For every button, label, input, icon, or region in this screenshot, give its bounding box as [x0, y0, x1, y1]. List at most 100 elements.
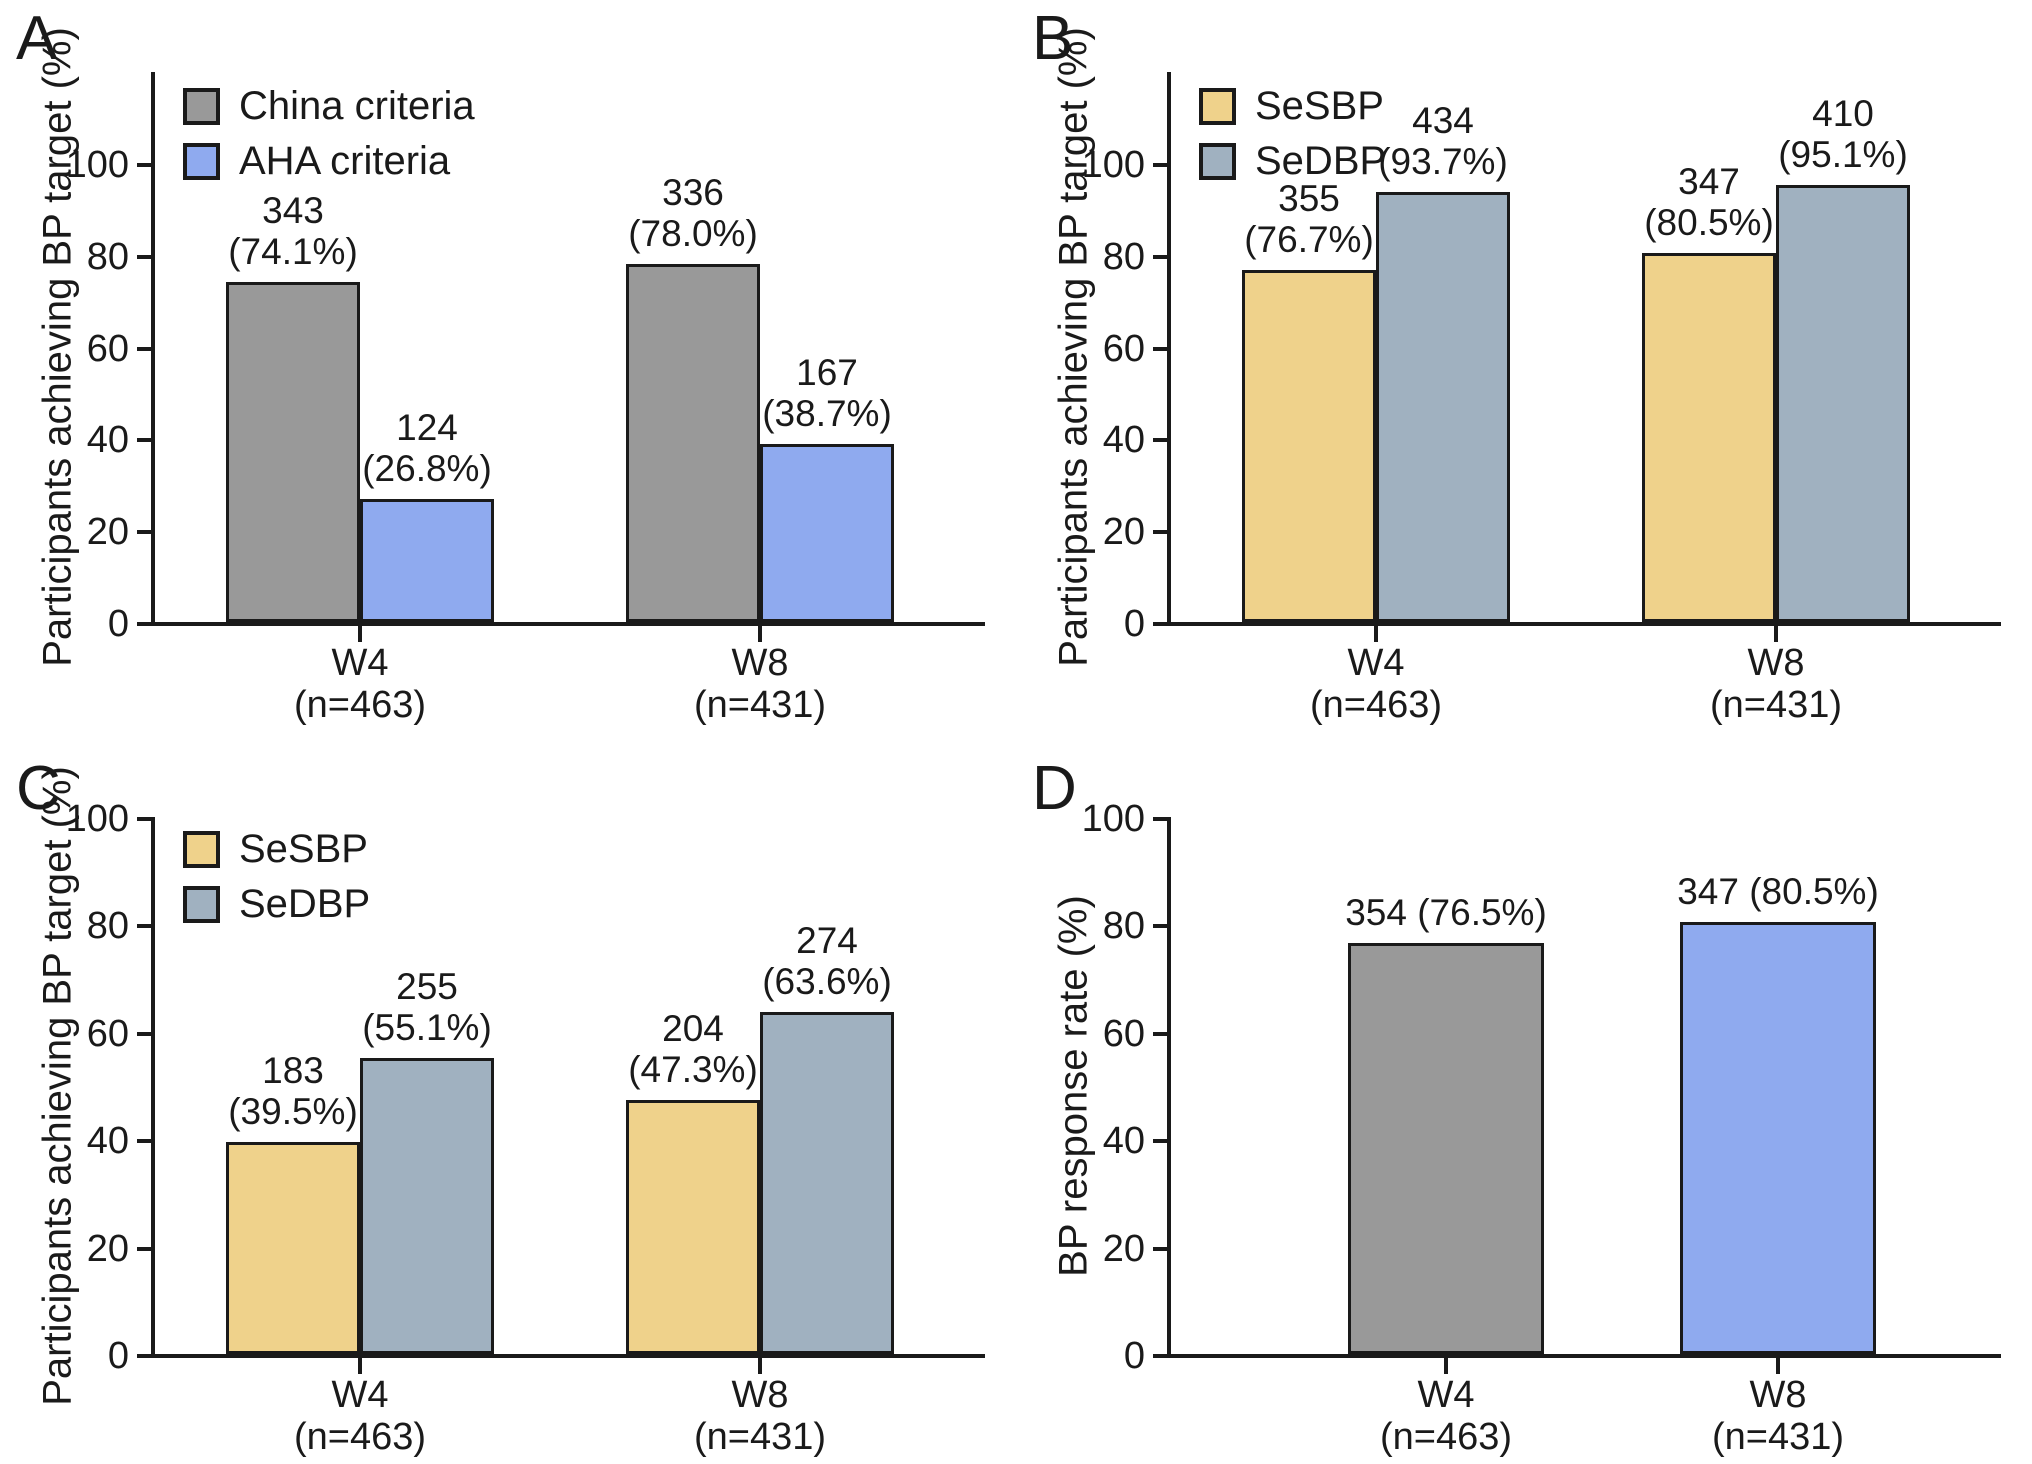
bar-value-line: 434: [1412, 100, 1474, 141]
panel-B: B Participants achieving BP target (%) 0 20…: [1016, 0, 2032, 732]
bar-value-line: (39.5%): [228, 1091, 358, 1132]
bar: [1376, 192, 1510, 622]
bar-value-line: 167: [796, 352, 858, 393]
y-tick: [1153, 530, 1167, 535]
y-tick: [137, 1246, 151, 1251]
bar-value-line: (78.0%): [628, 213, 758, 254]
x-tick: [1774, 626, 1778, 642]
bar-value-line: 336: [662, 172, 724, 213]
legend-label: China criteria: [239, 84, 475, 128]
bar-value-line: (76.7%): [1244, 219, 1374, 260]
y-tick-label: 100: [65, 798, 129, 840]
bar-value-line: 343: [262, 190, 324, 231]
x-category-line: W8: [731, 1374, 789, 1416]
x-category-line: (n=431): [1711, 1416, 1845, 1458]
bar-value-line: (93.7%): [1378, 141, 1508, 182]
legend-swatch: [1199, 142, 1236, 180]
y-tick: [1153, 1031, 1167, 1036]
y-tick: [1153, 1354, 1167, 1358]
bar-value-line: 274: [796, 920, 858, 961]
bar-value-label: 354 (76.5%): [1286, 892, 1606, 933]
bar: [226, 282, 360, 622]
panel-letter: A: [16, 4, 58, 73]
bar: [1680, 922, 1876, 1354]
y-axis-line: [1167, 72, 1171, 626]
x-category-line: W8: [731, 642, 789, 684]
y-tick: [137, 1354, 151, 1358]
y-tick: [1153, 346, 1167, 351]
bar: [626, 1100, 760, 1354]
y-tick-label: 60: [1102, 1012, 1145, 1055]
legend-swatch: [183, 830, 220, 868]
bar-value-label: 343 (74.1%): [133, 190, 453, 272]
y-tick-label: 20: [1102, 1227, 1145, 1270]
y-axis-title: Participants achieving BP target (%): [35, 765, 80, 1406]
bar-value-label: 167 (38.7%): [667, 352, 987, 434]
y-tick: [137, 254, 151, 259]
legend-row: China criteria: [183, 86, 475, 126]
legend-row: SeSBP: [183, 829, 370, 869]
x-category-line: W4: [1417, 1374, 1475, 1416]
panel-letter: C: [16, 754, 61, 823]
legend-label: SeSBP: [1255, 84, 1384, 128]
y-tick: [1153, 254, 1167, 259]
bar: [226, 1142, 360, 1354]
bar-value-label: 183 (39.5%): [133, 1050, 453, 1132]
bar-value-line: 347: [1678, 161, 1740, 202]
y-tick: [1153, 817, 1167, 821]
y-tick-label: 20: [86, 511, 129, 554]
y-tick: [137, 438, 151, 443]
y-tick: [137, 163, 151, 167]
y-tick-label: 0: [107, 603, 129, 645]
bar-value-line: 124: [396, 407, 458, 448]
y-tick: [137, 924, 151, 929]
panel-A: A Participants achieving BP target (%) 0 20…: [0, 0, 1016, 732]
bar-value-line: 354 (76.5%): [1345, 892, 1547, 933]
x-category-line: (n=431): [1709, 684, 1843, 726]
x-category-line: (n=431): [693, 684, 827, 726]
bar: [360, 1058, 494, 1354]
y-tick: [1153, 924, 1167, 929]
bar-value-line: (63.6%): [762, 961, 892, 1002]
x-category-line: W8: [1747, 642, 1805, 684]
bar-value-label: 347 (80.5%): [1549, 161, 1869, 243]
x-category-label: W8 (n=431): [1616, 642, 1936, 726]
x-axis-line: [1167, 1354, 2001, 1358]
x-tick: [1444, 1358, 1448, 1374]
bar-value-label: 434 (93.7%): [1283, 100, 1603, 182]
x-tick: [358, 626, 362, 642]
x-tick: [358, 1358, 362, 1374]
panel-C: C Participants achieving BP target (%) 0 20…: [0, 732, 1016, 1464]
x-axis-line: [151, 622, 985, 626]
bar: [760, 1012, 894, 1354]
legend-label: SeDBP: [1255, 139, 1387, 183]
bar-value-label: 124 (26.8%): [267, 407, 587, 489]
y-tick-label: 60: [86, 327, 129, 370]
legend-swatch: [1199, 87, 1236, 125]
bar-value-line: 183: [262, 1050, 324, 1091]
y-tick-label: 40: [1102, 1120, 1145, 1163]
y-tick-label: 100: [1081, 798, 1145, 840]
x-axis-line: [151, 1354, 985, 1358]
bar-value-line: 255: [396, 966, 458, 1007]
bar-value-label: 274 (63.6%): [667, 920, 987, 1002]
legend: SeSBP SeDBP: [183, 829, 370, 924]
bar: [1776, 185, 1910, 622]
panel-letter: B: [1032, 4, 1074, 73]
x-category-label: W8 (n=431): [1618, 1374, 1938, 1458]
x-category-line: (n=431): [693, 1416, 827, 1458]
bar: [1642, 253, 1776, 622]
x-category-label: W4 (n=463): [1286, 1374, 1606, 1458]
legend: China criteria AHA criteria: [183, 86, 475, 181]
x-category-label: W8 (n=431): [600, 642, 920, 726]
y-tick-label: 40: [86, 419, 129, 462]
y-tick: [1153, 1139, 1167, 1144]
bar-value-label: 355 (76.7%): [1149, 178, 1469, 260]
bar-value-line: (38.7%): [762, 393, 892, 434]
y-tick: [137, 1139, 151, 1144]
y-axis-title: BP response rate (%): [1051, 894, 1096, 1277]
y-tick-label: 80: [86, 905, 129, 948]
y-tick-label: 80: [1102, 235, 1145, 278]
y-tick-label: 60: [1102, 327, 1145, 370]
